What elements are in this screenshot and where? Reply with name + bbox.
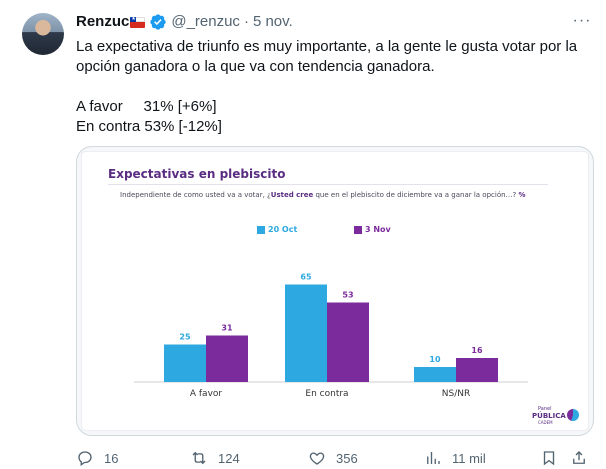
like-icon: [309, 452, 325, 465]
bar: [285, 284, 327, 382]
views-count: 11 mil: [452, 450, 486, 466]
chile-flag-icon: ★: [130, 16, 146, 28]
bar-value-label: 10: [429, 355, 441, 364]
bar-value-label: 25: [179, 333, 191, 342]
reply-count: 16: [104, 450, 119, 466]
legend-label: 20 Oct: [268, 225, 298, 234]
bar-value-label: 53: [342, 291, 353, 300]
chart-image: Expectativas en plebiscito Independiente…: [82, 152, 588, 430]
more-icon[interactable]: ···: [572, 12, 592, 29]
bar: [327, 302, 369, 382]
category-label: NS/NR: [442, 389, 470, 399]
cadem-logo: Panel PÚBLICA CADEM: [532, 406, 580, 426]
bookmark-icon: [543, 451, 555, 466]
legend-label: 3 Nov: [365, 225, 391, 234]
like-button[interactable]: 356: [308, 448, 358, 468]
tweet-line: A favor 31% [+6%]: [76, 98, 217, 115]
title-divider: [108, 184, 548, 185]
tweet-header: Renzuc ★ @_renzuc · 5 nov.: [76, 12, 293, 32]
bar: [206, 335, 248, 382]
bar-value-label: 65: [300, 273, 312, 282]
tweet-media[interactable]: Expectativas en plebiscito Independiente…: [76, 146, 594, 436]
author-handle[interactable]: @_renzuc: [171, 13, 240, 30]
tweet-line: En contra 53% [-12%]: [76, 118, 222, 135]
legend-swatch: [257, 225, 265, 234]
tweet-line: La expectativa de triunfo es muy importa…: [76, 38, 578, 55]
category-label: En contra: [305, 389, 348, 399]
chart-title: Expectativas en plebiscito: [108, 167, 286, 181]
share-button[interactable]: [570, 448, 588, 468]
bar-value-label: 31: [221, 324, 233, 333]
retweet-icon: [192, 451, 206, 465]
tweet-text: La expectativa de triunfo es muy importa…: [76, 37, 596, 137]
verified-badge-icon: [150, 14, 167, 30]
bar: [414, 367, 456, 382]
views-button[interactable]: 11 mil: [424, 448, 486, 468]
reply-button[interactable]: 16: [76, 448, 118, 468]
author-name[interactable]: Renzuc: [76, 13, 130, 30]
dot-separator: ·: [243, 13, 249, 30]
bar-chart: 25 31 A favor 65 53 En contra 10 16 NS/NR: [134, 273, 528, 399]
avatar[interactable]: [22, 13, 64, 55]
views-icon: [427, 452, 440, 464]
legend-item-3-nov: 3 Nov: [354, 225, 391, 234]
tweet-actions: 16 124 356 11 mil: [76, 448, 596, 468]
legend-swatch: [354, 225, 362, 234]
tweet-date[interactable]: 5 nov.: [252, 13, 293, 30]
like-count: 356: [336, 450, 358, 466]
bar: [164, 344, 206, 382]
category-label: A favor: [190, 389, 223, 399]
retweet-count: 124: [218, 450, 240, 466]
chart-subtitle: Independiente de como usted va a votar, …: [120, 191, 526, 199]
bar-value-label: 16: [471, 346, 483, 355]
reply-icon: [78, 451, 92, 467]
bar: [456, 358, 498, 382]
bookmark-button[interactable]: [540, 448, 558, 468]
tweet-line: opción ganadora o la que va con tendenci…: [76, 58, 435, 75]
logo-mark-icon: [567, 409, 579, 421]
share-icon: [573, 451, 585, 464]
legend-item-20-oct: 20 Oct: [257, 225, 297, 234]
retweet-button[interactable]: 124: [190, 448, 240, 468]
